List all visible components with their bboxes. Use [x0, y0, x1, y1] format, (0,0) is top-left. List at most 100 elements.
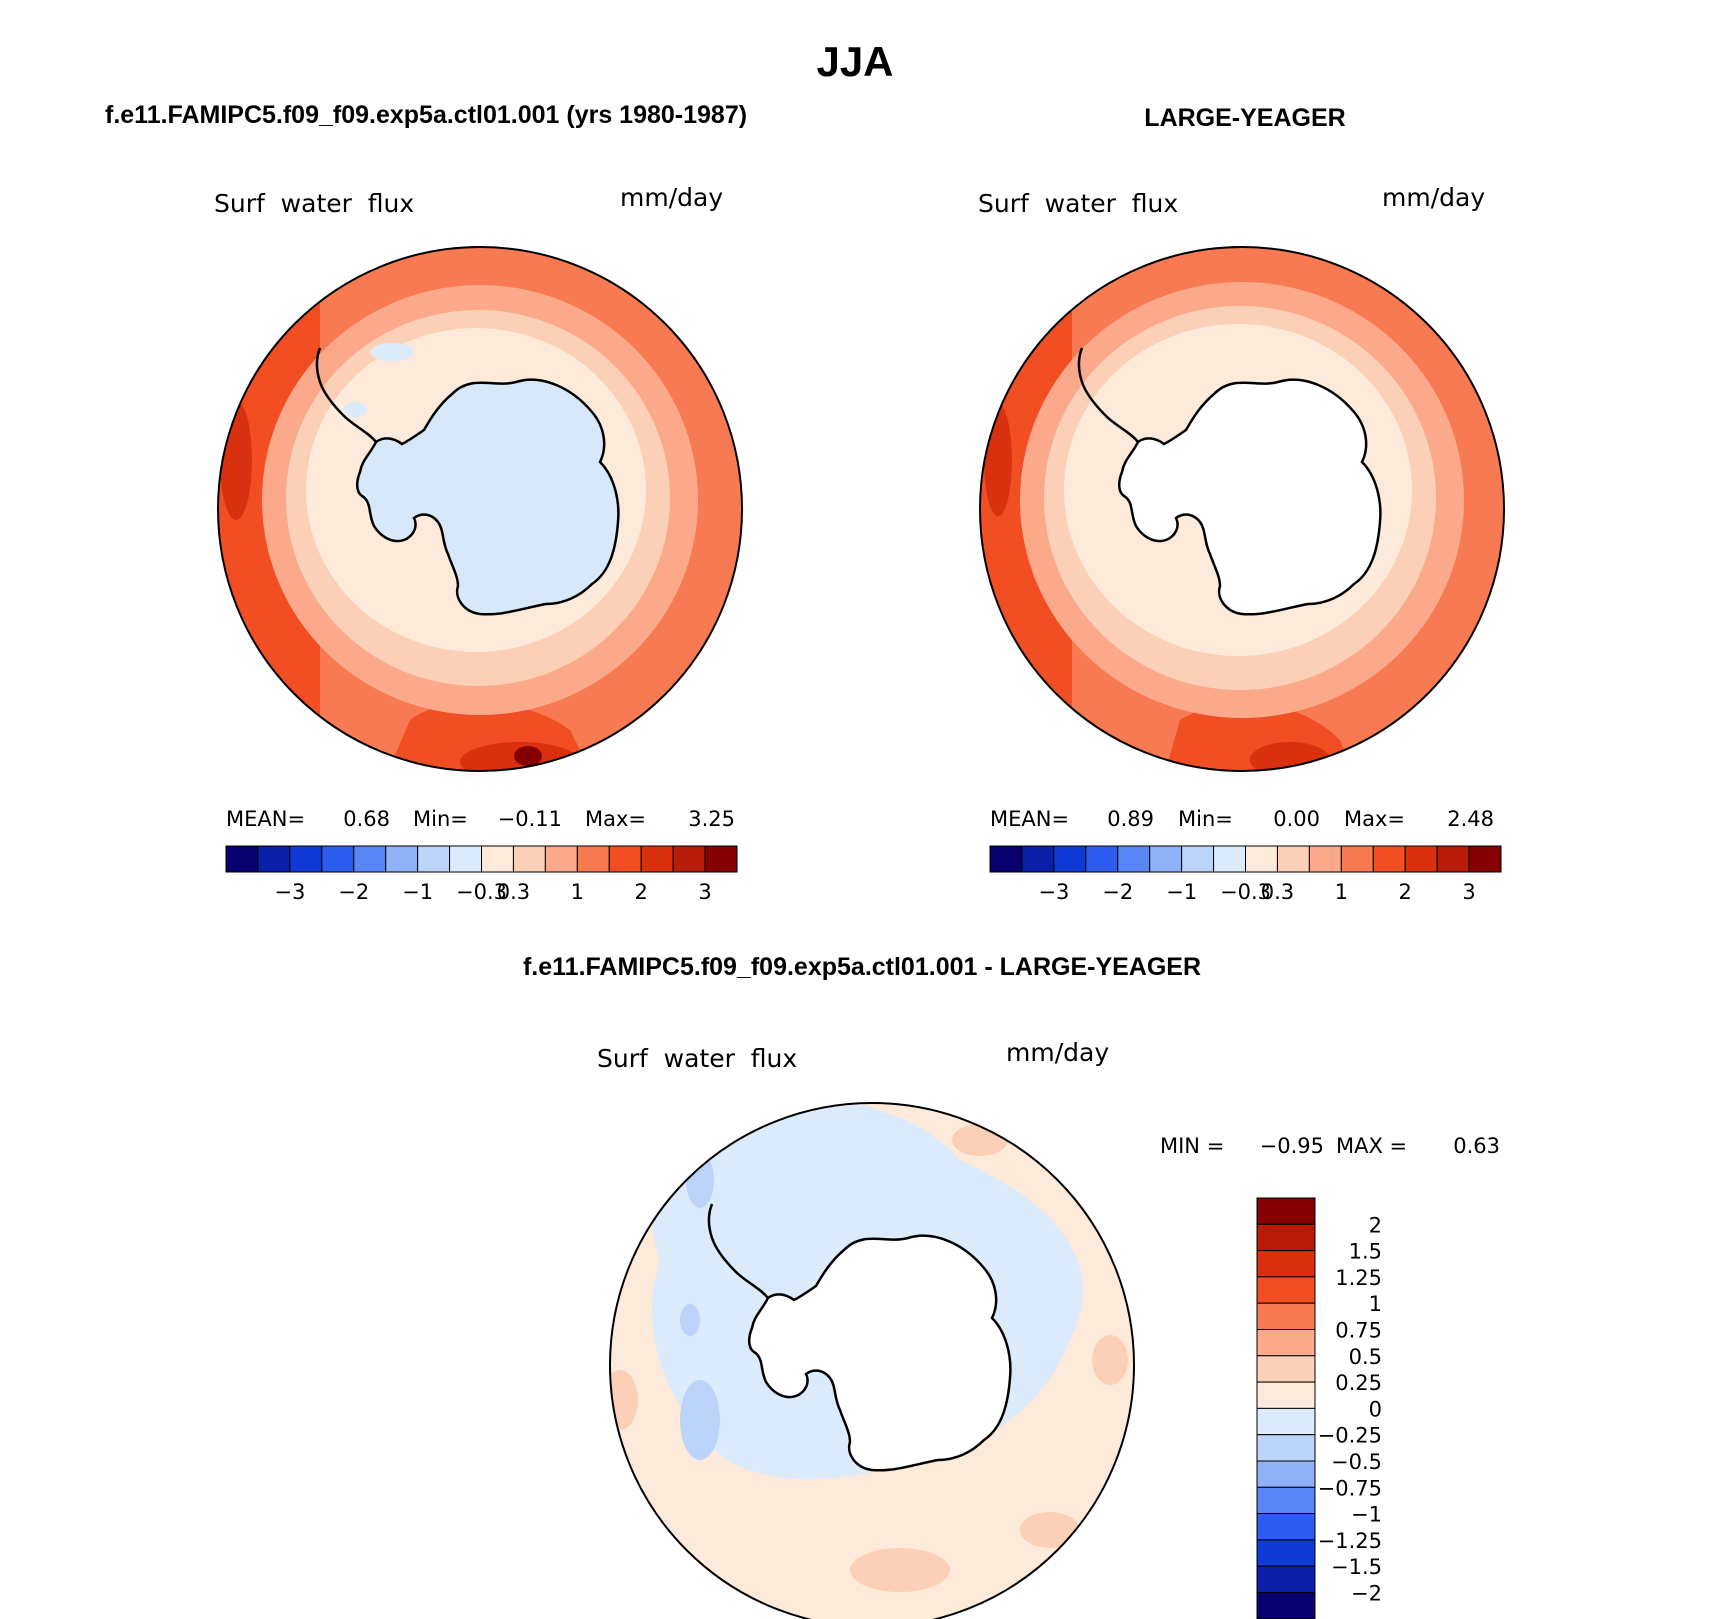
panel-obs-colorbar-swatch-0 — [989, 845, 1023, 873]
panel-diff-colorbar-tick-label: 0 — [1369, 1397, 1382, 1421]
panel-model-map — [218, 247, 742, 771]
panel-obs-colorbar-swatch-4 — [1117, 845, 1151, 873]
panel-obs-colorbar-swatch-1 — [1021, 845, 1055, 873]
panel-diff-colorbar-tick-label: 0.25 — [1335, 1371, 1382, 1395]
panel-diff-colorbar-swatch-0 — [1256, 1197, 1316, 1225]
panel-obs: LARGE-YEAGER Surf water flux mm/day MEAN… — [978, 104, 1505, 904]
panel-obs-colorbar: −3 −2 −1 −0.30.3 1 2 3 — [989, 845, 1502, 904]
panel-model-map-border — [217, 246, 743, 772]
panel-diff-colorbar-swatch-2 — [1256, 1250, 1316, 1278]
panel-model-colorbar-tick-label: −2 — [338, 880, 369, 904]
panel-diff-colorbar-tick-label: −0.75 — [1318, 1476, 1382, 1500]
panel-obs-colorbar-swatch-9 — [1276, 845, 1310, 873]
panel-obs-colorbar-tick-label: 3 — [1462, 880, 1475, 904]
panel-diff-colorbar-tick-label: −1.5 — [1331, 1555, 1382, 1579]
panel-diff-max: 0.63 — [1453, 1134, 1500, 1158]
panel-diff-colorbar-tick-label: −1.25 — [1318, 1529, 1382, 1553]
panel-obs-min: 0.00 — [1273, 807, 1320, 831]
panel-obs-colorbar-swatch-5 — [1149, 845, 1183, 873]
panel-diff-colorbar-swatch-3 — [1256, 1276, 1316, 1304]
panel-model-max: 3.25 — [688, 807, 735, 831]
panel-model-units: mm/day — [620, 183, 723, 212]
panel-obs-colorbar-swatch-14 — [1436, 845, 1470, 873]
panel-obs-map-border — [979, 246, 1505, 772]
panel-model-mean: 0.68 — [343, 807, 390, 831]
panel-diff-min-label: MIN = — [1160, 1134, 1224, 1158]
panel-diff-colorbar-swatch-8 — [1256, 1407, 1316, 1436]
panel-obs-colorbar-swatch-3 — [1085, 845, 1119, 873]
panel-obs-mean-label: MEAN= — [990, 807, 1069, 831]
panel-obs-stats: MEAN= 0.89 Min= 0.00 Max= 2.48 — [990, 807, 1494, 831]
panel-obs-variable: Surf water flux — [978, 189, 1178, 218]
panel-model-colorbar-swatch-12 — [608, 845, 642, 873]
panel-obs-colorbar-tick-label: 2 — [1399, 880, 1412, 904]
panel-diff-stats: MIN = −0.95 MAX = 0.63 — [1160, 1134, 1500, 1158]
panel-obs-colorbar-swatch-15 — [1468, 845, 1502, 873]
panel-diff-colorbar: 21.51.2510.750.50.250−0.25−0.5−0.75−1−1.… — [1256, 1197, 1382, 1619]
panel-model-colorbar-swatch-11 — [576, 845, 610, 873]
panel-obs-map — [980, 247, 1504, 771]
panel-model-colorbar-tick-label: 1 — [571, 880, 584, 904]
panel-diff-colorbar-swatch-13 — [1256, 1539, 1316, 1567]
panel-obs-colorbar-swatch-7 — [1213, 845, 1246, 873]
panel-model-stats: MEAN= 0.68 Min= −0.11 Max= 3.25 — [226, 807, 735, 831]
panel-diff-variable: Surf water flux — [597, 1044, 797, 1073]
panel-diff-map — [610, 1103, 1134, 1619]
panel-diff-colorbar-tick-label: −2 — [1351, 1582, 1382, 1606]
panel-model-colorbar-swatch-9 — [512, 845, 546, 873]
panel-diff-colorbar-tick-label: 1.5 — [1349, 1240, 1382, 1264]
panel-diff-max-label: MAX = — [1336, 1134, 1407, 1158]
panel-obs-units: mm/day — [1382, 183, 1485, 212]
panel-model-colorbar-tick-label: 3 — [698, 880, 711, 904]
panel-model-colorbar-swatch-10 — [544, 845, 578, 873]
panel-obs-colorbar-tick-label: 1 — [1335, 880, 1348, 904]
panel-model: f.e11.FAMIPC5.f09_f09.exp5a.ctl01.001 (y… — [105, 101, 747, 904]
panel-model-colorbar-swatch-13 — [640, 845, 674, 873]
panel-diff-min: −0.95 — [1260, 1134, 1324, 1158]
panel-obs-mean: 0.89 — [1107, 807, 1154, 831]
panel-diff-units: mm/day — [1006, 1038, 1109, 1067]
panel-model-header: f.e11.FAMIPC5.f09_f09.exp5a.ctl01.001 (y… — [105, 101, 747, 129]
panel-obs-colorbar-swatch-11 — [1340, 845, 1374, 873]
panel-diff-colorbar-tick-label: 0.75 — [1335, 1319, 1382, 1343]
panel-diff-header: f.e11.FAMIPC5.f09_f09.exp5a.ctl01.001 - … — [523, 953, 1201, 981]
panel-obs-colorbar-tick-label: −2 — [1102, 880, 1133, 904]
panel-diff-colorbar-tick-label: 1 — [1369, 1292, 1382, 1316]
panel-diff-colorbar-swatch-4 — [1256, 1302, 1316, 1330]
panel-diff-colorbar-swatch-6 — [1256, 1355, 1316, 1383]
panel-model-colorbar-swatch-14 — [672, 845, 706, 873]
panel-obs-colorbar-swatch-13 — [1404, 845, 1438, 873]
panel-obs-colorbar-tick-label: −0.3 — [1220, 880, 1271, 904]
panel-obs-colorbar-swatch-2 — [1053, 845, 1087, 873]
panel-diff-colorbar-swatch-7 — [1256, 1381, 1316, 1409]
panel-diff-colorbar-swatch-12 — [1256, 1513, 1316, 1541]
panel-model-colorbar: −3 −2 −1 −0.30.3 1 2 3 — [225, 845, 738, 904]
panel-model-colorbar-swatch-3 — [321, 845, 355, 873]
panel-model-max-label: Max= — [585, 807, 646, 831]
panel-diff-colorbar-swatch-14 — [1256, 1565, 1316, 1593]
panel-obs-max-label: Max= — [1344, 807, 1405, 831]
panel-model-colorbar-tick-label: −0.3 — [456, 880, 507, 904]
panel-model-colorbar-swatch-7 — [449, 845, 482, 873]
panel-model-colorbar-tick-label: 0.3 — [497, 880, 530, 904]
panel-model-colorbar-swatch-8 — [481, 845, 514, 873]
panel-model-colorbar-swatch-1 — [257, 845, 291, 873]
panel-obs-header: LARGE-YEAGER — [1144, 104, 1345, 132]
panel-diff-colorbar-swatch-11 — [1256, 1486, 1316, 1515]
panel-model-min: −0.11 — [498, 807, 562, 831]
panel-model-min-label: Min= — [413, 807, 468, 831]
panel-model-mean-label: MEAN= — [226, 807, 305, 831]
panel-model-colorbar-swatch-15 — [704, 845, 738, 873]
panel-diff-map-border — [609, 1102, 1135, 1619]
panel-obs-colorbar-tick-label: −1 — [1166, 880, 1197, 904]
panel-obs-colorbar-tick-label: −3 — [1038, 880, 1069, 904]
panel-model-colorbar-swatch-0 — [225, 845, 259, 873]
panel-obs-min-label: Min= — [1178, 807, 1233, 831]
panel-diff-colorbar-tick-label: 1.25 — [1335, 1266, 1382, 1290]
panel-obs-colorbar-swatch-10 — [1308, 845, 1342, 873]
panel-model-colorbar-swatch-6 — [417, 845, 451, 873]
panel-diff-colorbar-swatch-1 — [1256, 1223, 1316, 1252]
panel-diff-colorbar-swatch-9 — [1256, 1434, 1316, 1462]
panel-model-colorbar-tick-label: −1 — [402, 880, 433, 904]
panel-diff-colorbar-swatch-15 — [1256, 1592, 1316, 1619]
